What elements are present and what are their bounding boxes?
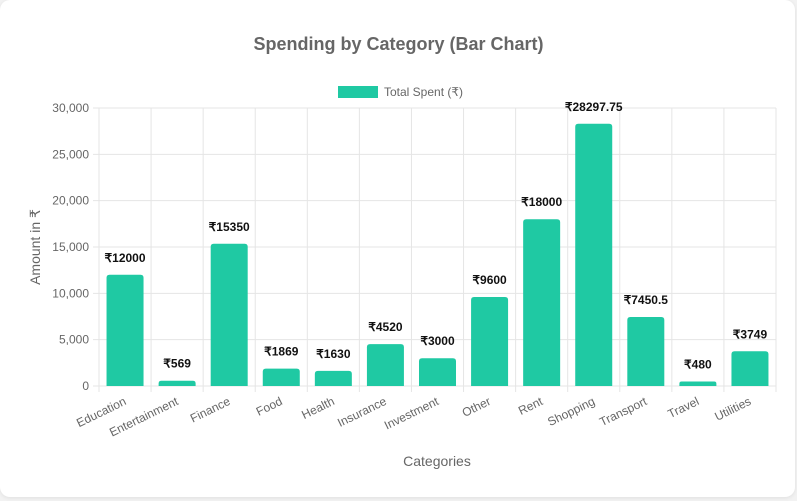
legend-swatch: [338, 86, 378, 98]
value-labels: ₹12000 ₹569 ₹15350 ₹1869 ₹1630 ₹4520 ₹3000 ₹960…: [105, 100, 768, 372]
bar-value-label: ₹3000: [420, 334, 455, 348]
bar: [366, 344, 404, 386]
bar: [731, 351, 769, 386]
bar: [523, 219, 561, 386]
bar-value-label: ₹3749: [733, 327, 768, 341]
bar-value-label: ₹15350: [209, 220, 250, 234]
x-tick-label: Transport: [597, 394, 649, 429]
x-tick-label: Rent: [516, 394, 546, 418]
bar-value-label: ₹12000: [105, 251, 146, 265]
x-tick-label: Health: [299, 394, 336, 422]
y-tick-label: 5,000: [59, 333, 89, 347]
bar-value-label: ₹7450.5: [624, 293, 669, 307]
y-axis-title: Amount in ₹: [27, 209, 43, 285]
bars: [106, 123, 769, 387]
grid-lines: [93, 107, 777, 392]
x-tick-label: Food: [254, 394, 285, 419]
bar-value-label: ₹480: [684, 358, 712, 372]
y-tick-label: 15,000: [52, 240, 89, 254]
bar: [679, 381, 717, 386]
y-tick-label: 20,000: [52, 194, 89, 208]
bar: [158, 380, 196, 386]
bar-value-label: ₹28297.75: [565, 100, 623, 114]
bar-value-label: ₹1630: [316, 347, 351, 361]
legend-label: Total Spent (₹): [384, 85, 464, 99]
x-tick-label: Utilities: [712, 394, 753, 424]
x-tick-label: Investment: [382, 394, 441, 433]
bar-value-label: ₹569: [163, 357, 191, 371]
x-axis-title: Categories: [403, 453, 471, 469]
y-tick-label: 30,000: [52, 101, 89, 115]
y-tick-label: 0: [82, 379, 89, 393]
bar-value-label: ₹4520: [368, 320, 403, 334]
legend[interactable]: Total Spent (₹): [338, 85, 463, 99]
bar: [471, 297, 509, 386]
y-tick-labels: 0 5,000 10,000 15,000 20,000 25,000 30,000: [52, 101, 89, 393]
y-tick-label: 10,000: [52, 286, 89, 300]
bar-value-label: ₹9600: [472, 273, 507, 287]
bar-value-label: ₹1869: [264, 345, 299, 359]
bar: [575, 123, 613, 387]
bar: [262, 368, 300, 386]
bar: [314, 370, 352, 386]
x-tick-label: Shopping: [545, 394, 597, 429]
x-tick-label: Insurance: [335, 394, 389, 430]
x-tick-label: Travel: [665, 394, 701, 421]
y-tick-label: 25,000: [52, 147, 89, 161]
chart-title: Spending by Category (Bar Chart): [253, 34, 544, 54]
bar: [106, 274, 144, 386]
x-tick-label: Other: [460, 394, 493, 420]
bar: [419, 358, 456, 386]
bar: [627, 316, 665, 386]
bar-value-label: ₹18000: [521, 195, 562, 209]
bar: [210, 243, 248, 386]
x-tick-label: Finance: [188, 394, 233, 425]
